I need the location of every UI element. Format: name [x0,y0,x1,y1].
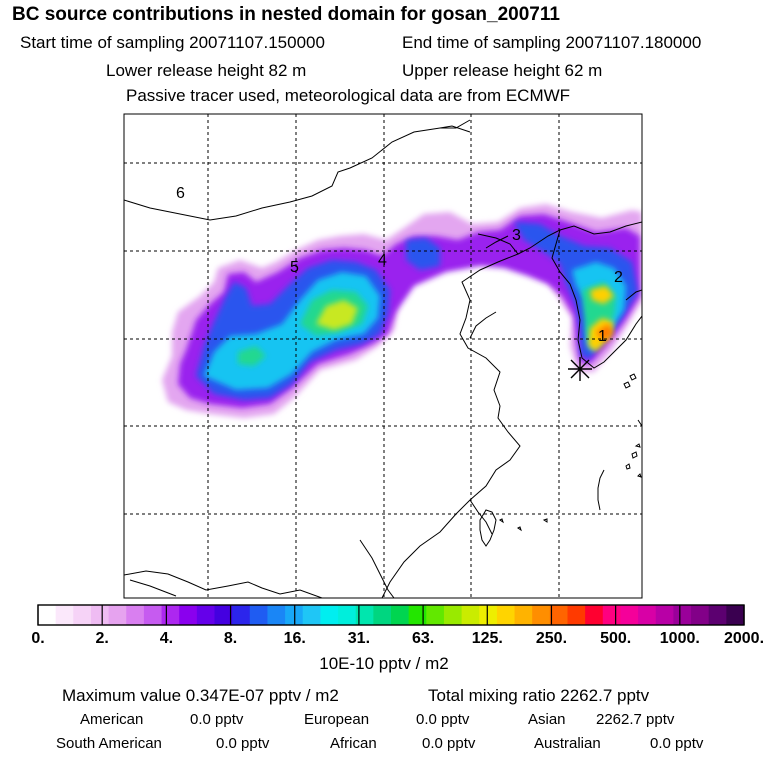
start-time-label: Start time of sampling 20071107.150000 [20,33,325,52]
colorbar-cell [532,605,551,625]
end-time-label: End time of sampling 20071107.180000 [402,33,702,52]
colorbar-cell [691,605,710,625]
chart-title: BC source contributions in nested domain… [12,4,560,25]
map-label-3: 3 [512,227,521,244]
colorbar-cell [338,605,357,625]
map-label-1: 1 [598,328,607,345]
max-value-label: Maximum value 0.347E-07 pptv / m2 [62,686,339,705]
region-value-south-american: 0.0 pptv [216,735,270,752]
colorbar-unit-label: 10E-10 pptv / m2 [319,654,449,673]
colorbar-cell [620,605,639,625]
colorbar-tick-label: 250. [536,630,567,647]
colorbar-tick-label: 2000. [724,630,764,647]
colorbar-cell [355,605,374,625]
colorbar-cell [55,605,74,625]
region-name-american: American [80,711,144,728]
map-label-4: 4 [378,252,387,269]
region-name-asian: Asian [528,711,566,728]
colorbar-tick-label: 4. [160,630,173,647]
colorbar-cell [249,605,269,625]
colorbar-cell [408,605,427,625]
colorbar-cell [391,605,410,625]
colorbar-cells [38,605,745,625]
map-label-5: 5 [290,259,299,276]
colorbar-cell [514,605,533,625]
colorbar-cell [638,605,657,625]
colorbar: 0. 2. 4. 8. 16. 31. 63. 125. 250. 500. 1000. 2000. [31,604,764,647]
colorbar-tick-label: 0. [31,630,44,647]
colorbar-frame [37,604,745,626]
total-mixing-ratio-label: Total mixing ratio 2262.7 pptv [428,686,650,705]
region-name-european: European [304,711,370,728]
region-value-african: 0.0 pptv [422,735,476,752]
colorbar-cell [302,605,321,625]
colorbar-cell [426,605,445,625]
map-label-6: 6 [176,185,185,202]
colorbar-cell [214,605,233,625]
colorbar-cell [708,605,727,625]
colorbar-tick-label: 500. [600,630,631,647]
colorbar-cell [108,605,127,625]
map-frame [123,113,643,599]
colorbar-cell [602,605,622,625]
colorbar-cell [38,605,57,625]
colorbar-cell [161,605,180,625]
region-value-european: 0.0 pptv [416,711,470,728]
tracer-note: Passive tracer used, meteorological data… [126,86,571,105]
plume-layer-orange [596,324,614,342]
small-islands [499,373,642,532]
colorbar-cell [549,605,569,625]
colorbar-cell [126,605,145,625]
lower-release-height-label: Lower release height 82 m [106,61,307,80]
region-value-american: 0.0 pptv [190,711,244,728]
colorbar-cell [143,605,163,625]
colorbar-cell [726,605,745,625]
region-name-australian: Australian [534,735,601,752]
map-plot: 1 2 3 4 5 6 [123,113,643,599]
colorbar-cell [320,605,339,625]
colorbar-cell [196,605,216,625]
receptor-star-marker [568,357,592,381]
map-label-2: 2 [614,269,623,286]
colorbar-cell [673,605,692,625]
colorbar-cell [585,605,604,625]
colorbar-tick-label: 2. [96,630,109,647]
colorbar-cell [443,605,463,625]
colorbar-cell [655,605,674,625]
colorbar-tick-label: 16. [284,630,306,647]
colorbar-cell [179,605,198,625]
colorbar-tick-label: 1000. [660,630,700,647]
region-value-australian: 0.0 pptv [650,735,704,752]
colorbar-tick-label: 125. [472,630,503,647]
colorbar-cell [461,605,480,625]
colorbar-cell [90,605,110,625]
region-name-african: African [330,735,377,752]
colorbar-cell [373,605,392,625]
region-value-asian: 2262.7 pptv [596,711,675,728]
taiwan-island [479,509,497,547]
colorbar-tick-label: 31. [348,630,370,647]
colorbar-cell [496,605,516,625]
colorbar-cell [567,605,586,625]
colorbar-tick-label: 63. [412,630,434,647]
colorbar-tick-labels: 0. 2. 4. 8. 16. 31. 63. 125. 250. 500. 1000. 2000. [31,630,764,647]
upper-release-height-label: Upper release height 62 m [402,61,603,80]
colorbar-cell [232,605,251,625]
colorbar-cell [267,605,286,625]
graticule [124,114,642,598]
colorbar-tick-label: 8. [224,630,237,647]
colorbar-cell [73,605,92,625]
colorbar-cell [479,605,498,625]
coastlines [124,119,642,598]
region-name-south-american: South American [56,735,162,752]
